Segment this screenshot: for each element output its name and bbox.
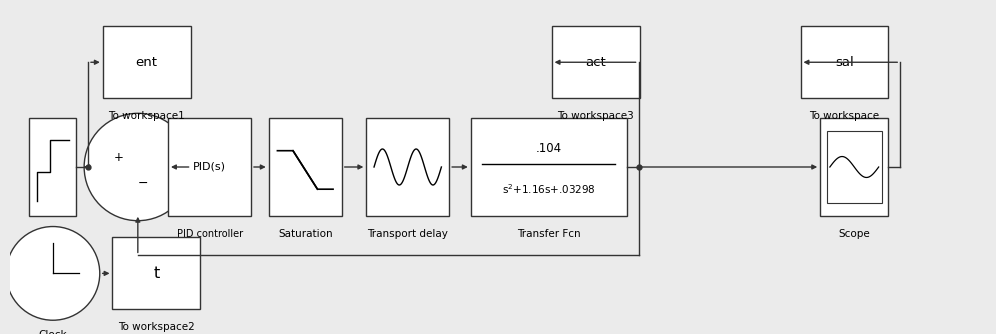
Text: Clock: Clock (39, 330, 67, 334)
Ellipse shape (84, 113, 191, 221)
Text: PID(s): PID(s) (193, 162, 226, 172)
Bar (471, 118, 626, 216)
Bar (801, 26, 888, 98)
Text: Transport delay: Transport delay (368, 229, 448, 239)
Text: To workspace1: To workspace1 (109, 111, 185, 121)
Ellipse shape (6, 226, 100, 320)
Text: To workspace2: To workspace2 (118, 323, 195, 332)
Bar (168, 118, 251, 216)
Text: Transfer Fcn: Transfer Fcn (517, 229, 581, 239)
Bar (113, 237, 200, 309)
Text: Step: Step (41, 229, 65, 239)
Text: Scope: Scope (839, 229, 871, 239)
Text: PID controller: PID controller (176, 229, 243, 239)
Bar (820, 118, 888, 216)
Text: sal: sal (835, 56, 854, 69)
Bar (269, 118, 342, 216)
Text: To workspace: To workspace (810, 111, 879, 121)
Bar (103, 26, 190, 98)
Bar (552, 26, 639, 98)
Text: s$^2$+1.16s+.03298: s$^2$+1.16s+.03298 (502, 182, 596, 196)
Text: .104: .104 (536, 142, 562, 155)
Bar (827, 131, 881, 203)
Text: act: act (586, 56, 606, 69)
Text: t: t (153, 266, 159, 281)
Text: ent: ent (135, 56, 157, 69)
Text: Saturation: Saturation (278, 229, 333, 239)
Text: −: − (137, 177, 148, 190)
Bar (367, 118, 449, 216)
Bar (30, 118, 77, 216)
Text: To workspace3: To workspace3 (557, 111, 634, 121)
Text: +: + (115, 151, 124, 164)
